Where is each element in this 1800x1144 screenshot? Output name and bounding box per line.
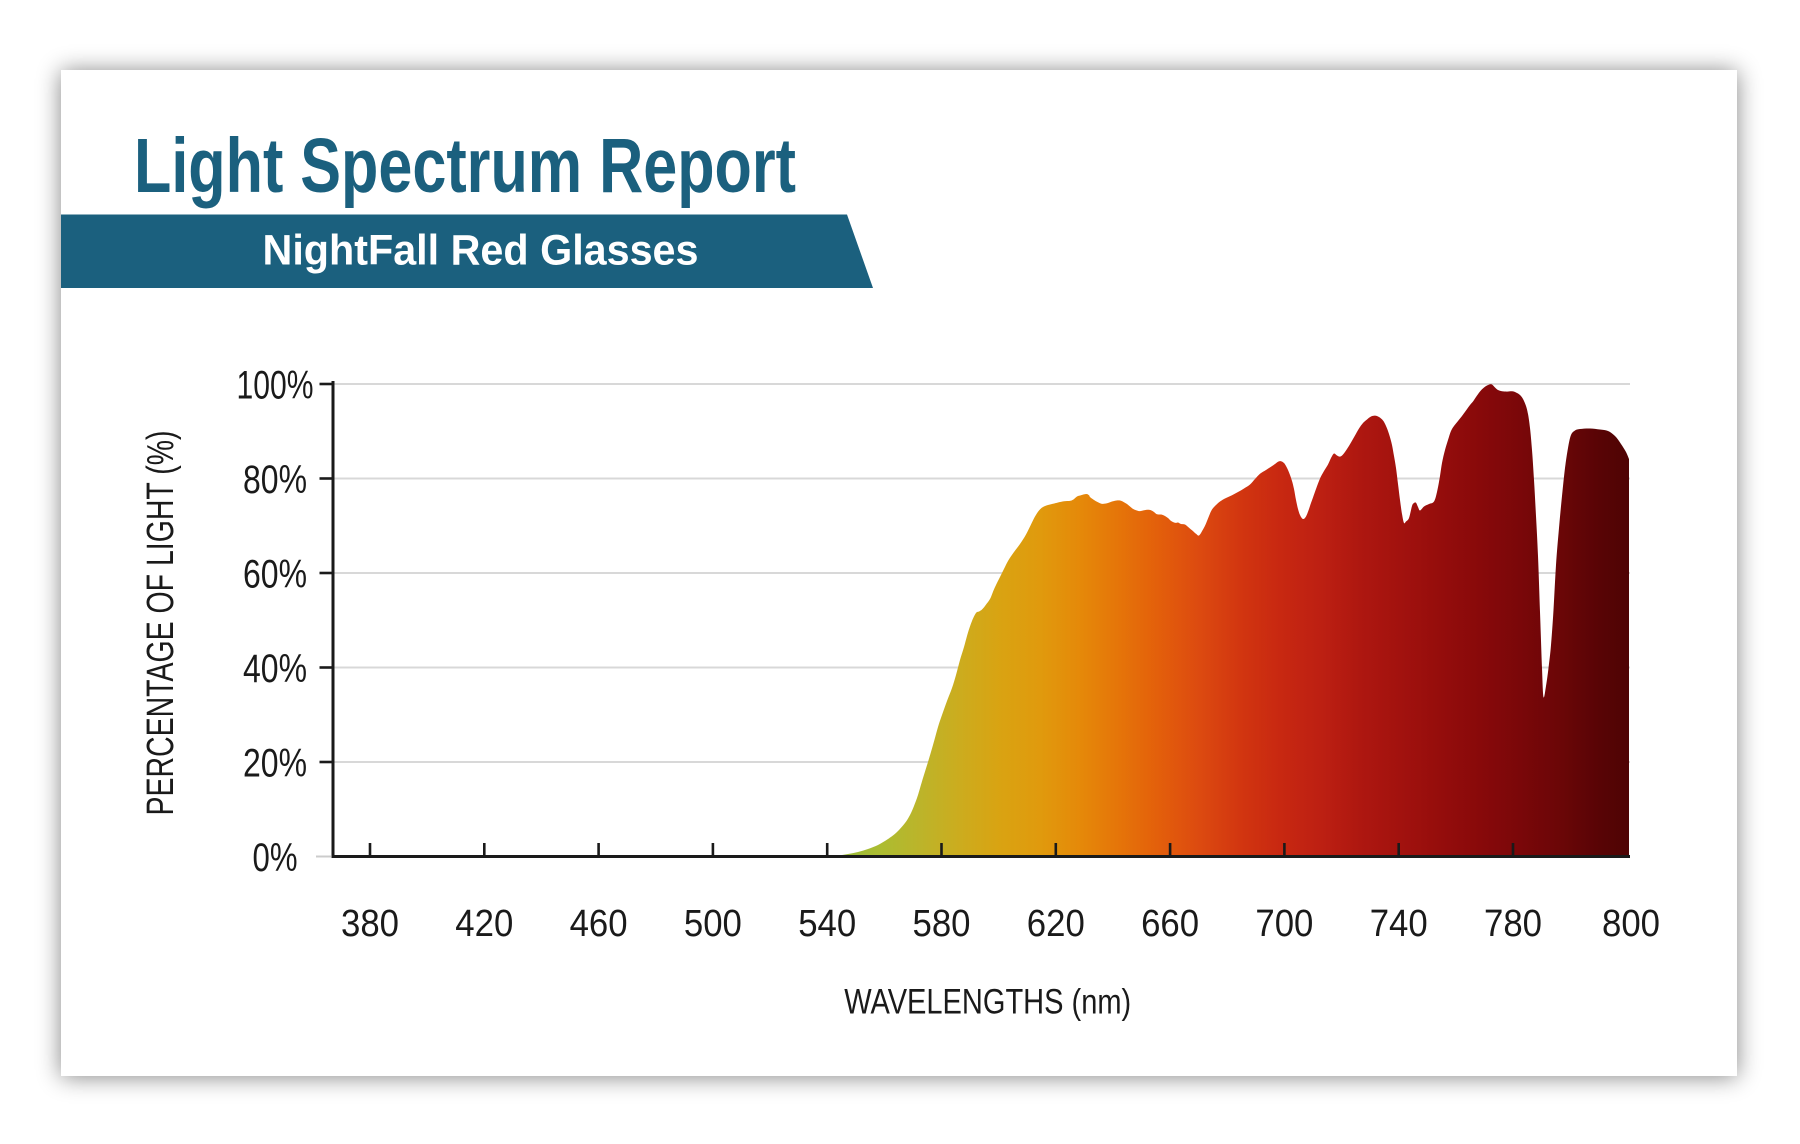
svg-text:80%: 80% [243, 458, 307, 502]
svg-text:NightFall Red Glasses: NightFall Red Glasses [263, 227, 699, 275]
svg-text:0%: 0% [253, 836, 298, 880]
svg-text:460: 460 [570, 903, 628, 945]
svg-text:20%: 20% [243, 741, 307, 785]
svg-text:800: 800 [1602, 903, 1660, 945]
svg-text:580: 580 [913, 903, 971, 945]
svg-text:660: 660 [1141, 903, 1199, 945]
svg-text:Light Spectrum Report: Light Spectrum Report [134, 123, 796, 209]
svg-text:620: 620 [1027, 903, 1085, 945]
svg-text:380: 380 [341, 903, 399, 945]
svg-text:WAVELENGTHS (nm): WAVELENGTHS (nm) [844, 982, 1131, 1021]
svg-text:40%: 40% [243, 647, 307, 691]
svg-text:700: 700 [1255, 903, 1313, 945]
svg-text:60%: 60% [243, 552, 307, 596]
svg-text:740: 740 [1370, 903, 1428, 945]
svg-text:500: 500 [684, 903, 742, 945]
svg-text:420: 420 [455, 903, 513, 945]
svg-text:780: 780 [1484, 903, 1542, 945]
svg-text:540: 540 [798, 903, 856, 945]
svg-text:100%: 100% [237, 363, 314, 407]
svg-text:PERCENTAGE OF LIGHT (%): PERCENTAGE OF LIGHT (%) [140, 431, 182, 816]
